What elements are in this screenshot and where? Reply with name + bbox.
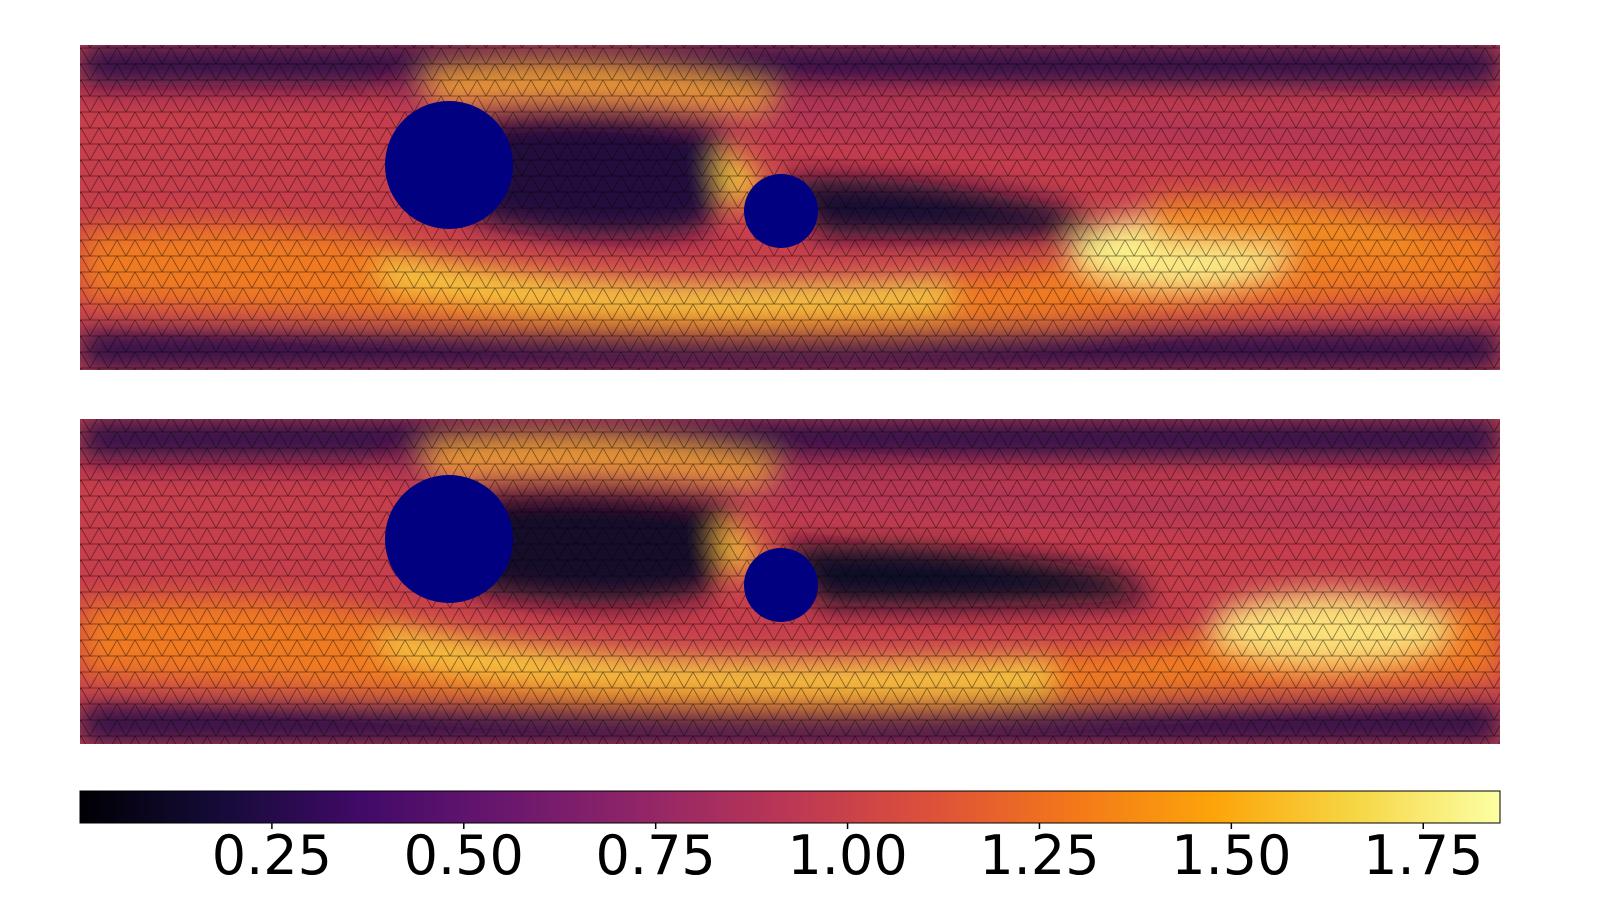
obstacle-small [744, 174, 818, 248]
colorbar-tick-label: 0.50 [404, 824, 524, 887]
obstacle-large [385, 475, 513, 603]
colorbar-tick-label: 1.50 [1171, 824, 1291, 887]
colorbar-gradient [79, 790, 1501, 824]
colorbar-tick-label: 1.75 [1363, 824, 1483, 887]
colorbar: 0.25 0.50 0.75 1.00 1.25 1.50 1.75 [79, 790, 1501, 887]
colorbar-tick-label: 1.25 [979, 824, 1099, 887]
obstacle-small [744, 548, 818, 622]
colorbar-tick-label: 1.00 [787, 824, 907, 887]
colorbar-ticks: 0.25 0.50 0.75 1.00 1.25 1.50 1.75 [212, 823, 1483, 887]
field-panel-bottom [80, 419, 1500, 744]
colorbar-tick-label: 0.25 [212, 824, 332, 887]
field-panel-top [80, 45, 1500, 370]
colorbar-tick-label: 0.75 [596, 824, 716, 887]
obstacle-large [385, 101, 513, 229]
